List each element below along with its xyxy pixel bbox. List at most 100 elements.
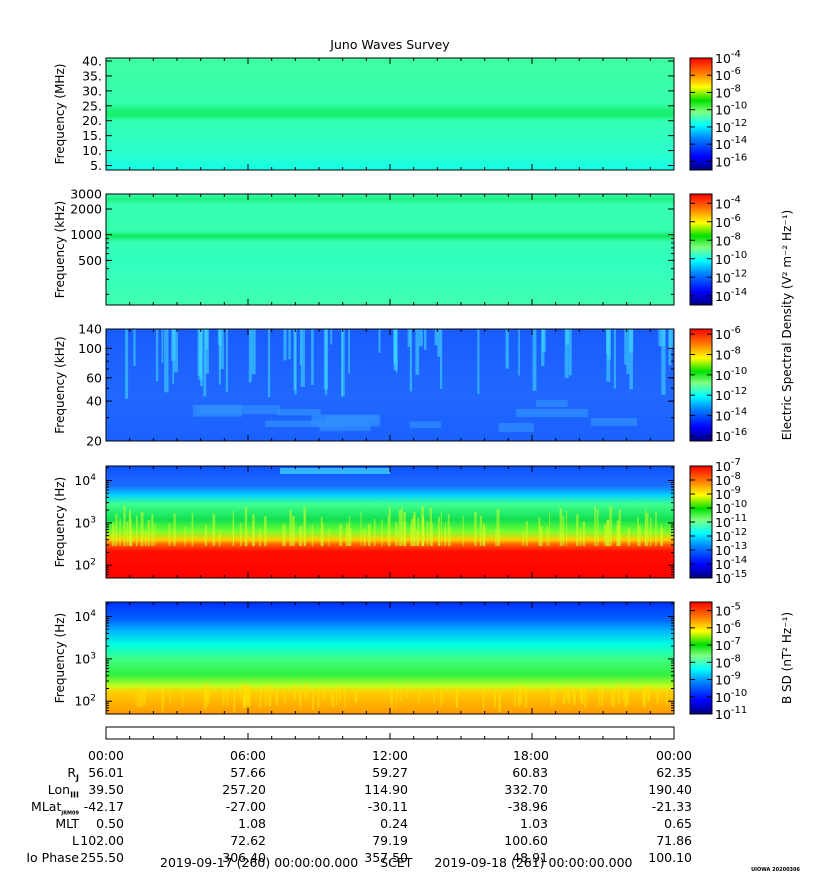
magnetic-colorbar-label: B SD (nT² Hz⁻¹) [780,612,794,704]
colorbar-tick-label: 10-16 [715,152,747,169]
emission-streak [642,690,644,704]
emission-streak [378,329,381,353]
emission-streak [447,513,450,546]
emission-streak [128,512,130,546]
emission-streak [624,329,627,365]
panel-waves-lfr-high: 20 40 60 100 140 Frequency (kHz) [53,322,675,449]
ephemeris-row-label: Io Phase [26,850,79,865]
emission-streak [317,690,320,708]
emission-streak [239,523,242,546]
colorbar-tick-label: 10-14 [715,555,747,572]
emission-streak [151,514,154,546]
emission-streak [582,521,586,546]
emission-streak [498,529,500,546]
emission-streak [311,329,314,386]
emission-streak [575,514,579,546]
emission-streak [207,685,211,699]
emission-streak [579,688,582,702]
emission-streak [600,684,604,706]
emission-streak [340,525,342,546]
emission-streak [336,686,338,706]
spectrogram-image [106,194,674,305]
emission-streak [299,528,301,546]
emission-streak [246,686,249,706]
y-tick-label: 500 [78,253,102,268]
emission-streak [418,691,420,704]
ephemeris-value: 60.83 [512,765,548,780]
emission-streak [212,513,216,546]
spectrogram-image [106,602,674,714]
emission-streak [304,684,308,699]
emission-streak [410,519,414,546]
emission-streak [581,688,583,704]
emission-streak [495,529,497,546]
y-tick-label: 3000 [70,187,102,202]
emission-streak [629,329,634,353]
emission-streak [219,329,224,370]
emission-streak [181,687,184,708]
emission-streak [565,329,570,345]
ephemeris-value: 100.60 [504,833,548,848]
emission-streak [532,329,537,391]
ephemeris-value: -42.17 [83,799,124,814]
ephemeris-value: -38.96 [507,799,548,814]
emission-streak [563,687,566,705]
emission-patch [319,422,371,432]
colorbar-tick-label: 10-4 [715,194,741,211]
ephemeris-value: 255.50 [80,850,124,865]
ephemeris-value: 102.00 [80,833,124,848]
emission-streak [437,517,440,546]
emission-patch [277,408,321,416]
spectrogram-image [106,329,674,441]
emission-streak [130,530,133,546]
emission-streak [339,524,341,546]
emission-streak [407,329,411,348]
emission-streak [154,522,156,546]
emission-streak [598,686,600,706]
emission-streak [245,685,248,701]
emission-patch [280,468,390,474]
y-tick-label: 30. [82,83,102,98]
y-tick-label: 2000 [70,202,102,217]
emission-streak [429,508,432,546]
y-tick-label: 103 [74,515,96,530]
emission-streak [553,684,556,704]
y-tick-label: 102 [74,558,96,573]
emission-streak [550,686,553,708]
colorbar-tick-label: 10-7 [715,636,741,653]
ephemeris-value: 48.91 [512,850,548,865]
emission-streak [341,329,344,398]
emission-streak [344,687,346,708]
colorbar-tick-label: 10-8 [715,345,741,362]
emission-streak [477,329,480,395]
emission-streak [252,521,255,546]
panel-waves-lfr-e: 102 103 104 Frequency (Hz) [53,465,675,579]
emission-streak [111,522,115,546]
spectrogram-panels: 5.10.15.20.25.30.35.40. Frequency (MHz) 50… [53,53,675,715]
colorbar-tick-label: 10-8 [715,653,741,670]
colorbar-tick-label: 10-10 [715,366,747,383]
emission-streak [173,329,178,373]
emission-streak [155,329,159,382]
emission-streak [168,523,171,546]
electric-colorbar-label: Electric Spectral Density (V² m⁻² Hz⁻¹) [780,210,794,440]
emission-streak [474,511,477,546]
emission-streak [322,686,325,700]
emission-streak [203,688,207,710]
emission-streak [584,687,587,709]
emission-streak [300,329,305,387]
ephemeris-row-label: MLT [55,816,79,831]
emission-streak [539,526,543,546]
emission-streak [496,509,500,546]
emission-streak [505,329,509,369]
emission-streak [449,526,451,546]
emission-streak [299,525,303,546]
emission-streak [144,530,147,546]
emission-streak [665,689,668,706]
colorbar-tick-label: 10-12 [715,386,747,403]
y-axis-label: Frequency (kHz) [53,201,67,298]
emission-streak [445,522,447,546]
emission-streak [522,530,525,546]
colorbar-tick-label: 10-12 [715,527,747,544]
